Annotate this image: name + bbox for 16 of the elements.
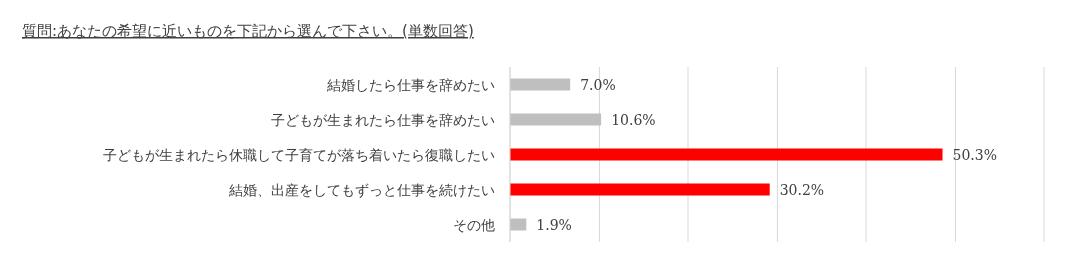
bar xyxy=(510,113,602,126)
data-label: 50.3% xyxy=(952,146,998,163)
bar xyxy=(510,218,527,231)
y-tick-label: 子どもが生まれたら休職して子育てが落ち着いたら復職したい xyxy=(103,146,495,163)
data-label: 1.9% xyxy=(536,216,572,233)
data-label: 7.0% xyxy=(580,76,616,93)
bar xyxy=(510,148,943,161)
y-tick-label: 結婚、出産をしてもずっと仕事を続けたい xyxy=(228,181,495,198)
y-tick-label: 子どもが生まれたら仕事を辞めたい xyxy=(271,111,495,128)
data-label: 30.2% xyxy=(779,181,825,198)
bar xyxy=(510,78,571,91)
y-tick-label: 結婚したら仕事を辞めたい xyxy=(326,76,495,93)
y-tick-label: その他 xyxy=(453,216,495,233)
text: 質問:あなたの希望に近いものを下記から選んで下さい。(単数回答) xyxy=(22,22,474,40)
data-label: 10.6% xyxy=(611,111,656,128)
bar xyxy=(510,183,770,196)
